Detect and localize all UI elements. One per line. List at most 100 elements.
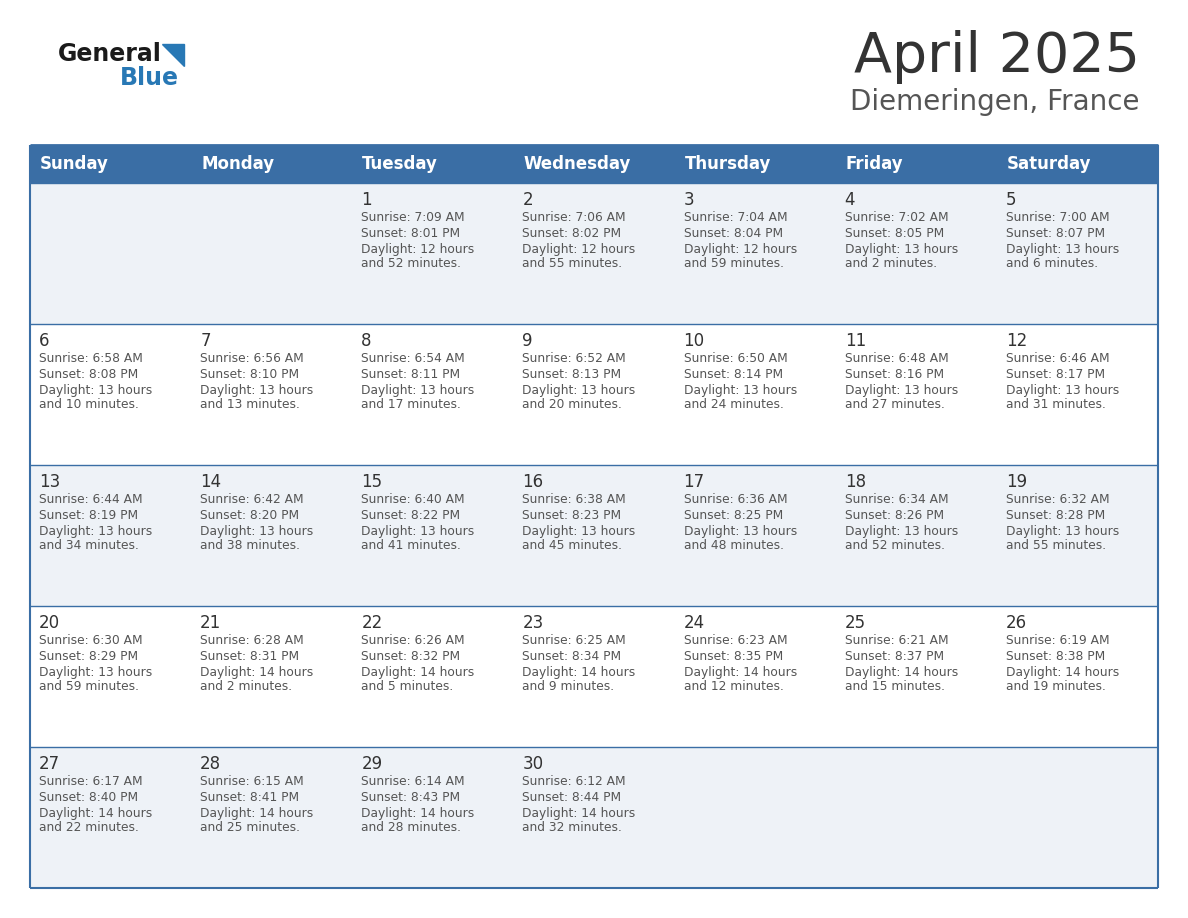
Text: 13: 13 <box>39 473 61 491</box>
Text: Sunrise: 6:46 AM: Sunrise: 6:46 AM <box>1006 352 1110 365</box>
Text: 5: 5 <box>1006 191 1017 209</box>
Text: Daylight: 12 hours: Daylight: 12 hours <box>523 243 636 256</box>
Text: 25: 25 <box>845 614 866 632</box>
Text: Blue: Blue <box>120 66 179 90</box>
Bar <box>30 324 1158 465</box>
Text: and 28 minutes.: and 28 minutes. <box>361 821 461 834</box>
Text: and 13 minutes.: and 13 minutes. <box>200 398 301 411</box>
Text: Daylight: 13 hours: Daylight: 13 hours <box>523 384 636 397</box>
Text: Sunset: 8:28 PM: Sunset: 8:28 PM <box>1006 509 1105 522</box>
Text: Daylight: 14 hours: Daylight: 14 hours <box>845 666 958 679</box>
Text: and 59 minutes.: and 59 minutes. <box>683 257 784 270</box>
Text: Sunrise: 6:38 AM: Sunrise: 6:38 AM <box>523 493 626 506</box>
Text: 4: 4 <box>845 191 855 209</box>
Text: 19: 19 <box>1006 473 1026 491</box>
Text: Diemeringen, France: Diemeringen, France <box>851 88 1140 116</box>
Text: Daylight: 14 hours: Daylight: 14 hours <box>1006 666 1119 679</box>
Text: Daylight: 13 hours: Daylight: 13 hours <box>39 384 152 397</box>
Text: Daylight: 13 hours: Daylight: 13 hours <box>200 384 314 397</box>
Bar <box>30 747 1158 888</box>
Text: Sunset: 8:13 PM: Sunset: 8:13 PM <box>523 368 621 381</box>
Text: Wednesday: Wednesday <box>524 155 631 173</box>
Text: Sunrise: 7:09 AM: Sunrise: 7:09 AM <box>361 211 465 224</box>
Text: and 2 minutes.: and 2 minutes. <box>845 257 937 270</box>
Text: Sunrise: 6:17 AM: Sunrise: 6:17 AM <box>39 775 143 788</box>
Text: Sunset: 8:01 PM: Sunset: 8:01 PM <box>361 227 461 240</box>
Polygon shape <box>162 44 184 66</box>
Text: Daylight: 13 hours: Daylight: 13 hours <box>845 384 958 397</box>
Text: and 22 minutes.: and 22 minutes. <box>39 821 139 834</box>
Text: Sunrise: 7:06 AM: Sunrise: 7:06 AM <box>523 211 626 224</box>
Text: Daylight: 13 hours: Daylight: 13 hours <box>361 384 474 397</box>
Text: and 15 minutes.: and 15 minutes. <box>845 680 944 693</box>
Text: 18: 18 <box>845 473 866 491</box>
Text: Sunrise: 6:58 AM: Sunrise: 6:58 AM <box>39 352 143 365</box>
Text: and 27 minutes.: and 27 minutes. <box>845 398 944 411</box>
Text: Sunrise: 6:54 AM: Sunrise: 6:54 AM <box>361 352 465 365</box>
Text: and 52 minutes.: and 52 minutes. <box>361 257 461 270</box>
Text: 26: 26 <box>1006 614 1026 632</box>
Text: Saturday: Saturday <box>1007 155 1092 173</box>
Text: Sunrise: 6:15 AM: Sunrise: 6:15 AM <box>200 775 304 788</box>
Text: 12: 12 <box>1006 332 1028 350</box>
Text: and 9 minutes.: and 9 minutes. <box>523 680 614 693</box>
Text: Sunset: 8:25 PM: Sunset: 8:25 PM <box>683 509 783 522</box>
Text: Sunset: 8:35 PM: Sunset: 8:35 PM <box>683 650 783 663</box>
Text: Sunrise: 6:21 AM: Sunrise: 6:21 AM <box>845 634 948 647</box>
Text: 22: 22 <box>361 614 383 632</box>
Text: General: General <box>58 42 162 66</box>
Text: Sunrise: 6:26 AM: Sunrise: 6:26 AM <box>361 634 465 647</box>
Text: 28: 28 <box>200 755 221 773</box>
Text: Tuesday: Tuesday <box>362 155 438 173</box>
Text: Sunset: 8:19 PM: Sunset: 8:19 PM <box>39 509 138 522</box>
Text: Sunset: 8:11 PM: Sunset: 8:11 PM <box>361 368 461 381</box>
Text: Monday: Monday <box>201 155 274 173</box>
Text: 21: 21 <box>200 614 221 632</box>
Text: Sunrise: 6:32 AM: Sunrise: 6:32 AM <box>1006 493 1110 506</box>
Text: and 59 minutes.: and 59 minutes. <box>39 680 139 693</box>
Text: Sunrise: 6:42 AM: Sunrise: 6:42 AM <box>200 493 304 506</box>
Text: Daylight: 13 hours: Daylight: 13 hours <box>361 525 474 538</box>
Text: Sunday: Sunday <box>40 155 109 173</box>
Bar <box>30 145 1158 183</box>
Text: Daylight: 13 hours: Daylight: 13 hours <box>1006 525 1119 538</box>
Bar <box>30 465 1158 606</box>
Text: Sunrise: 6:28 AM: Sunrise: 6:28 AM <box>200 634 304 647</box>
Text: 3: 3 <box>683 191 694 209</box>
Text: and 55 minutes.: and 55 minutes. <box>523 257 623 270</box>
Text: Sunrise: 7:00 AM: Sunrise: 7:00 AM <box>1006 211 1110 224</box>
Text: 9: 9 <box>523 332 533 350</box>
Text: Sunset: 8:40 PM: Sunset: 8:40 PM <box>39 791 138 804</box>
Text: Sunrise: 6:50 AM: Sunrise: 6:50 AM <box>683 352 788 365</box>
Text: 20: 20 <box>39 614 61 632</box>
Text: Friday: Friday <box>846 155 903 173</box>
Text: Sunrise: 6:12 AM: Sunrise: 6:12 AM <box>523 775 626 788</box>
Text: Daylight: 14 hours: Daylight: 14 hours <box>523 666 636 679</box>
Text: and 25 minutes.: and 25 minutes. <box>200 821 301 834</box>
Text: Daylight: 12 hours: Daylight: 12 hours <box>683 243 797 256</box>
Text: and 55 minutes.: and 55 minutes. <box>1006 539 1106 552</box>
Text: and 5 minutes.: and 5 minutes. <box>361 680 454 693</box>
Text: Daylight: 13 hours: Daylight: 13 hours <box>683 525 797 538</box>
Text: and 45 minutes.: and 45 minutes. <box>523 539 623 552</box>
Text: Daylight: 14 hours: Daylight: 14 hours <box>39 807 152 820</box>
Text: Sunset: 8:44 PM: Sunset: 8:44 PM <box>523 791 621 804</box>
Text: Daylight: 13 hours: Daylight: 13 hours <box>845 525 958 538</box>
Text: 10: 10 <box>683 332 704 350</box>
Text: Daylight: 13 hours: Daylight: 13 hours <box>39 666 152 679</box>
Text: Sunset: 8:22 PM: Sunset: 8:22 PM <box>361 509 461 522</box>
Text: Sunset: 8:02 PM: Sunset: 8:02 PM <box>523 227 621 240</box>
Text: Daylight: 13 hours: Daylight: 13 hours <box>1006 384 1119 397</box>
Text: Sunrise: 6:34 AM: Sunrise: 6:34 AM <box>845 493 948 506</box>
Text: and 10 minutes.: and 10 minutes. <box>39 398 139 411</box>
Text: Sunset: 8:07 PM: Sunset: 8:07 PM <box>1006 227 1105 240</box>
Text: 27: 27 <box>39 755 61 773</box>
Text: Sunset: 8:04 PM: Sunset: 8:04 PM <box>683 227 783 240</box>
Text: and 17 minutes.: and 17 minutes. <box>361 398 461 411</box>
Text: 23: 23 <box>523 614 544 632</box>
Text: and 19 minutes.: and 19 minutes. <box>1006 680 1106 693</box>
Text: Sunset: 8:29 PM: Sunset: 8:29 PM <box>39 650 138 663</box>
Text: and 6 minutes.: and 6 minutes. <box>1006 257 1098 270</box>
Text: Sunrise: 6:40 AM: Sunrise: 6:40 AM <box>361 493 465 506</box>
Text: Sunrise: 6:19 AM: Sunrise: 6:19 AM <box>1006 634 1110 647</box>
